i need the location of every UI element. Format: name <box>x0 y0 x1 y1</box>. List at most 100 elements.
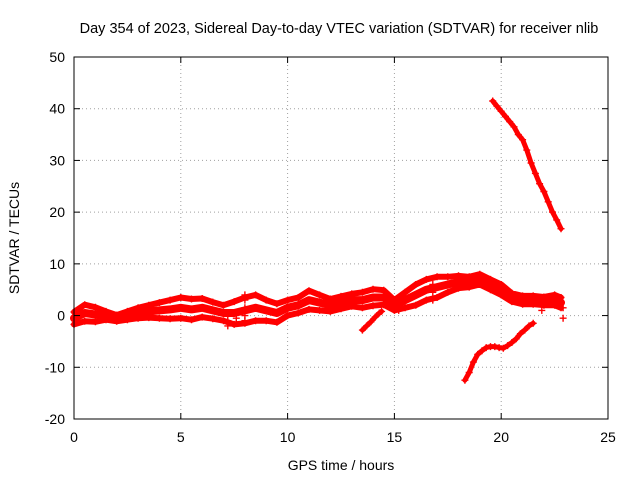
series-vertical-marks <box>224 281 567 330</box>
data-point <box>177 314 185 322</box>
data-point <box>358 304 366 312</box>
x-tick-label: 5 <box>177 429 185 445</box>
data-point <box>540 188 548 195</box>
data-point <box>273 318 281 326</box>
data-point <box>487 286 494 294</box>
data-point <box>487 275 494 283</box>
y-tick-label: 0 <box>57 308 65 324</box>
data-point <box>337 305 345 313</box>
data-point <box>557 294 565 301</box>
data-point <box>188 295 195 303</box>
data-point <box>230 298 238 306</box>
data-point <box>155 299 163 307</box>
x-axis-label: GPS time / hours <box>288 457 395 473</box>
data-point <box>508 298 516 306</box>
x-tick-label: 0 <box>70 429 78 445</box>
data-point <box>252 317 260 325</box>
data-point <box>252 291 260 299</box>
data-point <box>241 291 249 299</box>
data-point <box>538 306 546 314</box>
data-point <box>177 294 185 301</box>
data-point <box>497 291 505 299</box>
data-point <box>551 301 559 309</box>
data-point <box>465 283 473 291</box>
x-tick-label: 15 <box>387 429 403 445</box>
data-point <box>412 281 420 288</box>
data-point <box>512 335 520 343</box>
data-point <box>433 294 441 301</box>
data-point <box>305 287 313 295</box>
data-point <box>510 123 518 131</box>
data-point <box>113 311 121 319</box>
data-point <box>422 296 430 304</box>
data-point <box>316 306 324 314</box>
y-tick-label: 50 <box>49 49 65 65</box>
x-tick-label: 20 <box>493 429 509 445</box>
data-point <box>455 284 462 292</box>
data-point <box>549 208 556 216</box>
data-point <box>220 301 227 309</box>
data-point <box>461 376 469 384</box>
series-lower-rising <box>461 319 537 384</box>
data-point <box>493 102 501 110</box>
data-point <box>559 314 567 322</box>
data-point <box>348 302 356 310</box>
series-line <box>462 320 536 383</box>
data-point <box>482 344 490 352</box>
data-point <box>273 300 281 308</box>
x-tick-labels: 0 5 10 15 20 25 <box>70 429 616 445</box>
data-point <box>294 294 302 301</box>
data-point <box>476 270 484 278</box>
data-point <box>371 313 379 321</box>
data-point <box>198 295 206 302</box>
data-point <box>529 292 537 300</box>
data-point <box>529 300 537 308</box>
y-tick-label: -10 <box>45 359 65 375</box>
data-point <box>262 296 270 304</box>
data-point <box>380 301 388 309</box>
data-point <box>478 347 486 355</box>
data-point <box>529 319 537 327</box>
data-point <box>91 318 99 326</box>
data-point <box>134 304 142 312</box>
data-point <box>502 113 509 120</box>
data-point <box>166 315 174 323</box>
data-point <box>284 296 292 304</box>
data-point <box>145 301 153 309</box>
data-point <box>241 304 249 312</box>
data-point <box>525 322 533 330</box>
data-point <box>91 303 99 311</box>
data-point <box>224 312 232 320</box>
data-point <box>444 288 452 296</box>
data-point <box>506 118 514 126</box>
grid-lines <box>74 57 608 419</box>
y-axis-label: SDTVAR / TECUs <box>6 182 22 294</box>
data-point <box>429 296 437 304</box>
data-point <box>123 307 131 315</box>
y-tick-labels: -20 -10 0 10 20 30 40 50 <box>45 49 65 427</box>
y-tick-label: 40 <box>49 101 65 117</box>
axis-ticks <box>73 56 609 420</box>
data-point <box>401 304 409 312</box>
plot-frame <box>73 56 609 420</box>
data-point <box>134 314 142 322</box>
series-upper-descending <box>489 97 565 233</box>
y-tick-label: -20 <box>45 411 65 427</box>
data-point <box>504 342 512 350</box>
data-point <box>305 305 313 313</box>
data-point <box>326 295 334 303</box>
data-point <box>491 343 499 351</box>
data-point <box>188 316 195 324</box>
data-point <box>348 290 356 298</box>
data-point <box>516 330 524 338</box>
data-point <box>363 322 371 330</box>
y-tick-label: 30 <box>49 152 65 168</box>
band-center <box>70 275 565 323</box>
data-point <box>433 273 441 281</box>
series-isolated-segment <box>358 307 386 334</box>
data-point <box>536 180 544 188</box>
data-point <box>241 312 249 320</box>
data-point <box>476 281 484 288</box>
data-point <box>557 225 565 233</box>
series-line <box>490 98 564 232</box>
